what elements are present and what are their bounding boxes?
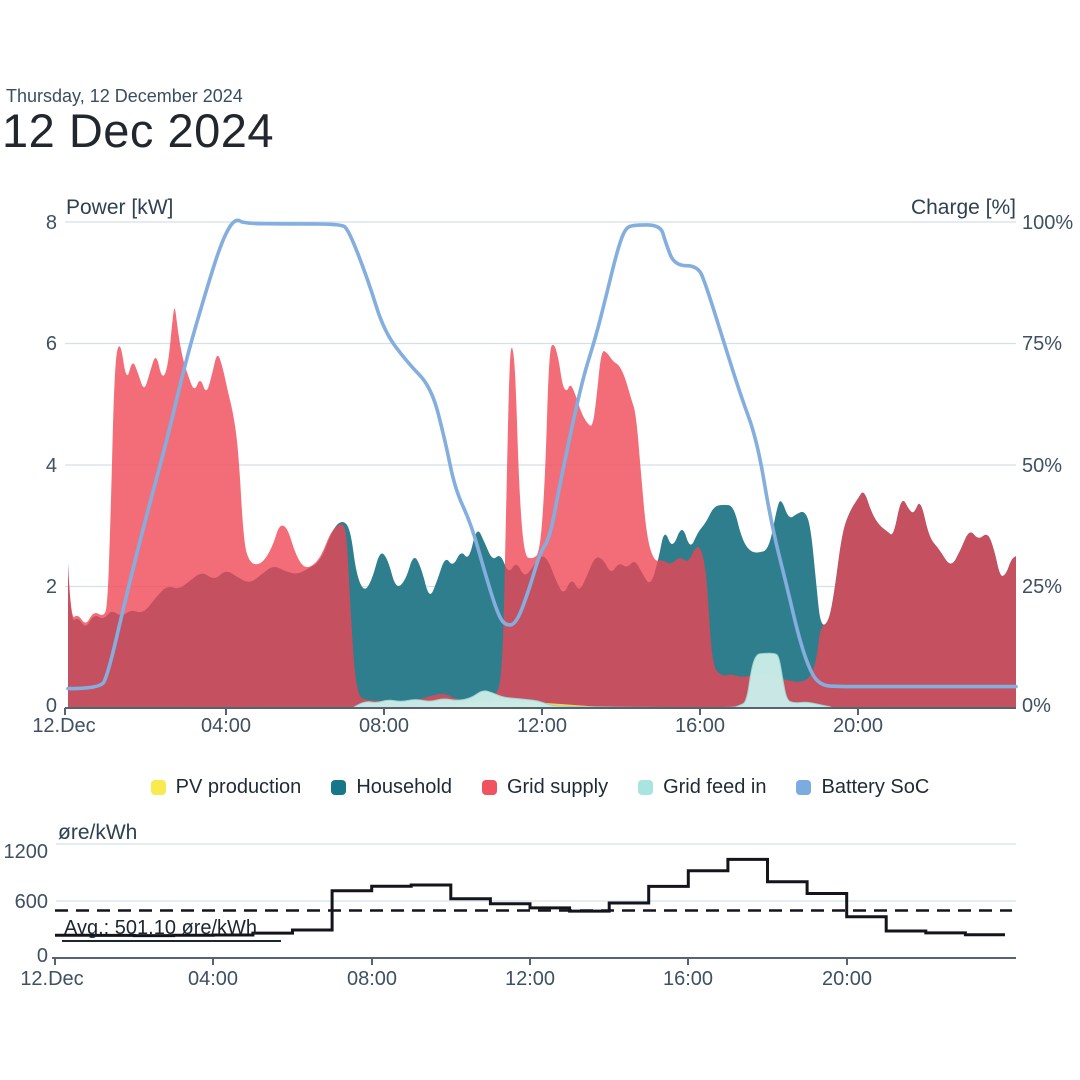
- page-title: 12 Dec 2024: [2, 104, 275, 157]
- svg-text:0%: 0%: [1022, 695, 1051, 717]
- price-step-line: [55, 857, 1005, 938]
- svg-text:04:00: 04:00: [201, 715, 251, 737]
- power-chart: Power [kW] Charge [%] 8 6 4 2 0 100% 75%…: [32, 196, 1073, 737]
- svg-text:12.Dec: 12.Dec: [32, 715, 95, 737]
- svg-text:0: 0: [37, 945, 48, 967]
- legend-item-household[interactable]: Household: [331, 776, 452, 799]
- date-subtitle: Thursday, 12 December 2024: [6, 86, 243, 106]
- price-x-axis: [52, 957, 1016, 965]
- chart-legend: PV production Household Grid supply Grid…: [0, 776, 1080, 799]
- svg-text:100%: 100%: [1022, 212, 1073, 234]
- svg-text:12:00: 12:00: [505, 968, 555, 990]
- battery-soc-swatch-icon: [796, 780, 812, 795]
- legend-item-grid-feed-in[interactable]: Grid feed in: [638, 776, 766, 799]
- svg-text:20:00: 20:00: [833, 715, 883, 737]
- grid-feed-in-area: [353, 652, 831, 709]
- price-ylabel: øre/kWh: [58, 821, 137, 844]
- power-areas: [68, 308, 1016, 709]
- svg-text:16:00: 16:00: [675, 715, 725, 737]
- svg-text:25%: 25%: [1022, 576, 1062, 598]
- power-x-axis: [64, 707, 1016, 715]
- svg-text:600: 600: [15, 891, 48, 913]
- pv-production-swatch-icon: [150, 780, 166, 795]
- household-swatch-icon: [331, 780, 347, 795]
- grid-feed-in-swatch-icon: [638, 780, 654, 795]
- power-ylabel-left: Power [kW]: [66, 196, 173, 219]
- svg-text:16:00: 16:00: [663, 968, 713, 990]
- svg-text:1200: 1200: [4, 841, 49, 863]
- legend-item-grid-supply[interactable]: Grid supply: [481, 776, 609, 799]
- power-ylabel-right: Charge [%]: [911, 196, 1016, 219]
- svg-text:20:00: 20:00: [822, 968, 872, 990]
- svg-text:75%: 75%: [1022, 333, 1062, 355]
- power-y-ticks-right: 100% 75% 50% 25% 0%: [1022, 212, 1073, 717]
- price-chart: øre/kWh Avg.: 501.10 øre/kWh 1200 600 0 …: [4, 821, 1016, 990]
- price-avg-label: Avg.: 501.10 øre/kWh: [64, 917, 257, 939]
- legend-label: Household: [356, 776, 452, 798]
- legend-item-pv-production[interactable]: PV production: [150, 776, 302, 799]
- svg-text:12:00: 12:00: [517, 715, 567, 737]
- svg-text:04:00: 04:00: [188, 968, 238, 990]
- legend-item-battery-soc[interactable]: Battery SoC: [796, 776, 929, 799]
- price-y-ticks: 1200 600 0: [4, 841, 49, 967]
- grid-supply-area: [68, 308, 1016, 708]
- grid-supply-swatch-icon: [481, 780, 497, 795]
- legend-label: Battery SoC: [821, 776, 930, 798]
- legend-label: Grid feed in: [663, 776, 767, 798]
- battery-soc-line: [66, 218, 1018, 691]
- svg-text:0: 0: [46, 695, 57, 717]
- legend-label: PV production: [175, 776, 302, 798]
- price-gridlines: [56, 843, 1016, 902]
- svg-text:12.Dec: 12.Dec: [20, 968, 83, 990]
- svg-text:4: 4: [46, 455, 57, 477]
- svg-text:08:00: 08:00: [359, 715, 409, 737]
- power-y-ticks-left: 8 6 4 2 0: [46, 212, 57, 717]
- svg-text:50%: 50%: [1022, 455, 1062, 477]
- power-x-ticks: 12.Dec 04:00 08:00 12:00 16:00 20:00: [32, 715, 883, 737]
- svg-text:6: 6: [46, 333, 57, 355]
- svg-text:08:00: 08:00: [347, 968, 397, 990]
- svg-text:2: 2: [46, 576, 57, 598]
- svg-text:8: 8: [46, 212, 57, 234]
- legend-label: Grid supply: [506, 776, 609, 798]
- price-x-ticks: 12.Dec 04:00 08:00 12:00 16:00 20:00: [20, 968, 872, 990]
